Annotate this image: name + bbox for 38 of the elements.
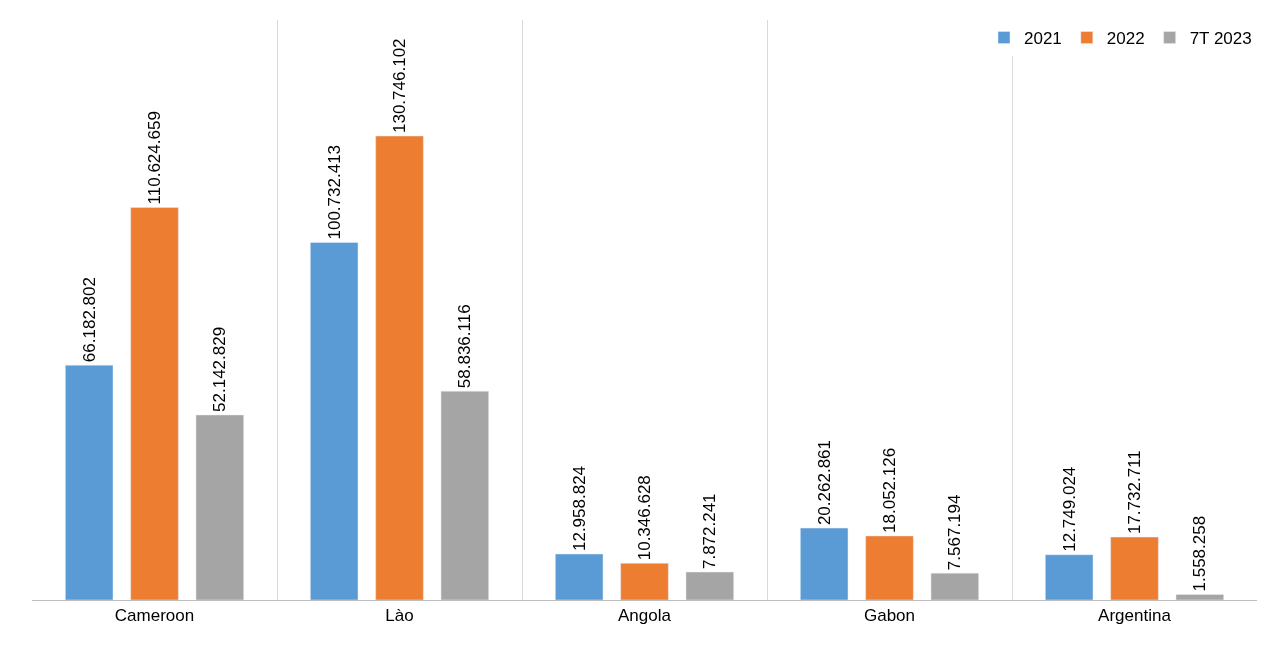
bar xyxy=(130,207,179,600)
data-label: 1.558.258 xyxy=(1190,515,1210,592)
data-label: 66.182.802 xyxy=(79,277,99,363)
x-tick-label: Cameroon xyxy=(114,606,195,626)
data-label: 7.872.241 xyxy=(700,493,720,570)
x-tick-label: Angola xyxy=(618,606,672,626)
data-label: 12.958.824 xyxy=(569,465,589,552)
legend-label: 7T 2023 xyxy=(1189,29,1252,49)
data-label: 110.624.659 xyxy=(145,111,164,205)
legend-label: 2021 xyxy=(1024,29,1062,49)
x-tick-label: Lào xyxy=(385,606,414,626)
bar xyxy=(555,553,604,600)
data-label: 18.052.126 xyxy=(880,447,899,533)
bar xyxy=(310,242,359,600)
bar xyxy=(865,535,914,600)
data-label: 17.732.711 xyxy=(1125,450,1144,535)
bar xyxy=(375,135,424,600)
bar xyxy=(620,563,669,600)
bar xyxy=(1045,554,1094,600)
data-label: 100.732.413 xyxy=(324,144,344,240)
data-label: 58.836.116 xyxy=(455,304,475,389)
x-tick-label: Argentina xyxy=(1098,606,1172,626)
bar xyxy=(440,390,489,600)
data-label: 130.746.102 xyxy=(390,38,409,133)
data-label: 10.346.628 xyxy=(635,475,654,561)
data-label: 20.262.861 xyxy=(814,440,834,526)
data-label: 52.142.829 xyxy=(210,326,230,412)
legend-label: 2022 xyxy=(1106,29,1145,49)
data-label: 7.567.194 xyxy=(945,494,965,571)
x-tick-label: Gabon xyxy=(863,606,916,626)
data-label: 12.749.024 xyxy=(1059,466,1079,552)
bar xyxy=(800,527,849,600)
bar xyxy=(930,572,979,600)
bar xyxy=(1110,536,1159,600)
bar xyxy=(195,414,244,600)
bar xyxy=(1175,594,1224,600)
bar xyxy=(65,364,114,600)
bar xyxy=(685,571,734,600)
